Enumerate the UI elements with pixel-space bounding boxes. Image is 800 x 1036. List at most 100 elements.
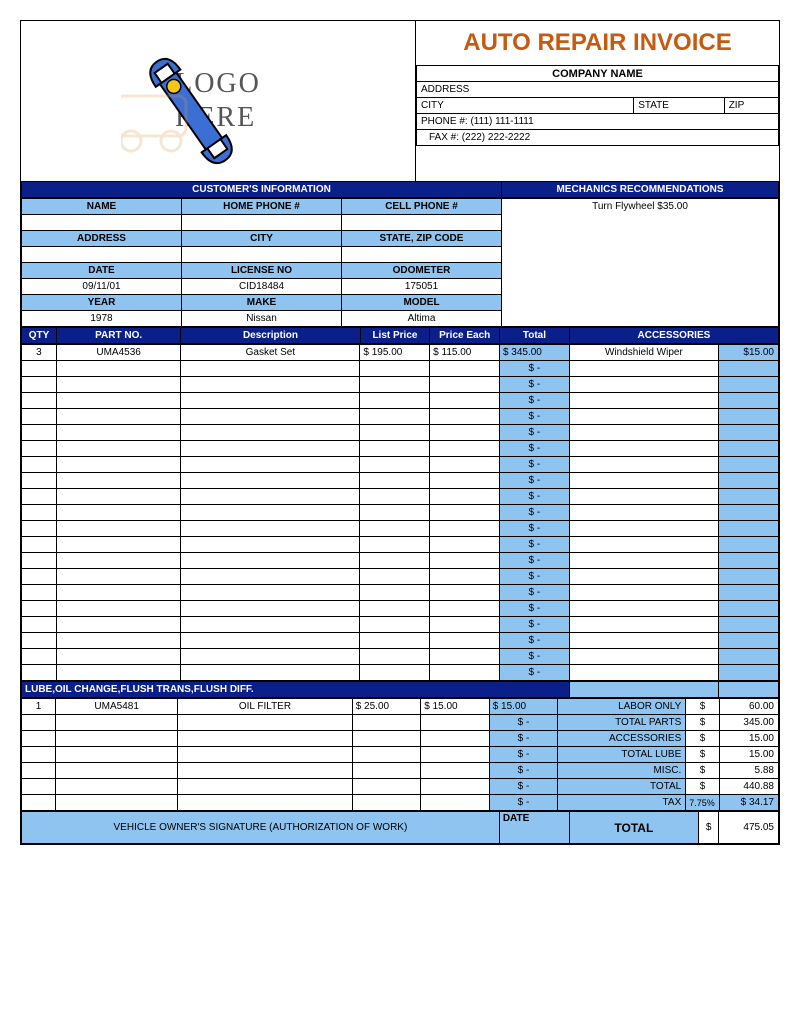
parts-empty-cell[interactable] (22, 505, 57, 521)
parts-empty-cell[interactable] (569, 633, 718, 649)
parts-empty-cell[interactable] (181, 553, 360, 569)
lube-cell[interactable]: $ 15.00 (489, 699, 558, 715)
parts-empty-cell[interactable] (181, 425, 360, 441)
parts-empty-cell[interactable] (22, 457, 57, 473)
parts-empty-cell[interactable] (569, 457, 718, 473)
parts-empty-cell[interactable] (569, 617, 718, 633)
parts-empty-cell[interactable] (719, 457, 779, 473)
lube-cell[interactable]: $ - (489, 731, 558, 747)
parts-empty-cell[interactable] (360, 617, 430, 633)
parts-empty-cell[interactable] (569, 649, 718, 665)
parts-empty-cell[interactable]: $ - (499, 393, 569, 409)
parts-empty-cell[interactable] (430, 441, 500, 457)
parts-empty-cell[interactable] (719, 633, 779, 649)
name-val[interactable] (22, 215, 182, 231)
parts-empty-cell[interactable]: $ - (499, 617, 569, 633)
lube-cell[interactable]: $ - (489, 747, 558, 763)
parts-empty-cell[interactable] (430, 665, 500, 681)
parts-empty-cell[interactable] (719, 393, 779, 409)
parts-empty-cell[interactable]: $ - (499, 505, 569, 521)
lube-cell[interactable] (22, 715, 56, 731)
parts-empty-cell[interactable] (569, 537, 718, 553)
parts-empty-cell[interactable] (430, 361, 500, 377)
parts-empty-cell[interactable] (56, 649, 181, 665)
parts-empty-cell[interactable] (719, 409, 779, 425)
parts-empty-cell[interactable] (22, 521, 57, 537)
parts-empty-cell[interactable]: $ - (499, 377, 569, 393)
parts-empty-cell[interactable] (430, 569, 500, 585)
parts-empty-cell[interactable] (569, 441, 718, 457)
parts-empty-cell[interactable]: $ - (499, 425, 569, 441)
parts-empty-cell[interactable] (22, 665, 57, 681)
lube-cell[interactable] (421, 731, 490, 747)
lube-cell[interactable] (22, 731, 56, 747)
parts-empty-cell[interactable] (719, 361, 779, 377)
parts-empty-cell[interactable] (56, 569, 181, 585)
parts-empty-cell[interactable]: $ - (499, 521, 569, 537)
parts-empty-cell[interactable] (430, 521, 500, 537)
parts-empty-cell[interactable] (360, 441, 430, 457)
lube-cell[interactable] (56, 731, 178, 747)
lube-cell[interactable] (352, 779, 421, 795)
parts-empty-cell[interactable]: $ - (499, 601, 569, 617)
parts-empty-cell[interactable]: $ - (499, 441, 569, 457)
parts-row-cell[interactable]: Windshield Wiper (569, 345, 718, 361)
parts-empty-cell[interactable] (56, 505, 181, 521)
parts-empty-cell[interactable] (181, 521, 360, 537)
parts-empty-cell[interactable]: $ - (499, 409, 569, 425)
parts-empty-cell[interactable] (181, 585, 360, 601)
parts-empty-cell[interactable] (430, 425, 500, 441)
parts-empty-cell[interactable] (360, 505, 430, 521)
parts-empty-cell[interactable] (22, 601, 57, 617)
parts-empty-cell[interactable] (22, 425, 57, 441)
parts-row-cell[interactable]: $ 345.00 (499, 345, 569, 361)
parts-empty-cell[interactable] (56, 425, 181, 441)
parts-empty-cell[interactable] (56, 601, 181, 617)
signature-label[interactable]: VEHICLE OWNER'S SIGNATURE (AUTHORIZATION… (22, 812, 500, 844)
parts-empty-cell[interactable] (22, 649, 57, 665)
lube-cell[interactable]: OIL FILTER (178, 699, 353, 715)
parts-empty-cell[interactable] (719, 553, 779, 569)
parts-empty-cell[interactable] (719, 537, 779, 553)
parts-empty-cell[interactable] (181, 441, 360, 457)
lube-cell[interactable]: $ - (489, 715, 558, 731)
parts-empty-cell[interactable] (56, 361, 181, 377)
lube-cell[interactable]: 1 (22, 699, 56, 715)
lube-cell[interactable] (178, 747, 353, 763)
parts-empty-cell[interactable]: $ - (499, 649, 569, 665)
parts-empty-cell[interactable] (22, 585, 57, 601)
parts-empty-cell[interactable] (181, 569, 360, 585)
parts-empty-cell[interactable] (719, 585, 779, 601)
parts-empty-cell[interactable] (22, 553, 57, 569)
parts-empty-cell[interactable] (569, 585, 718, 601)
lube-cell[interactable]: $ - (489, 779, 558, 795)
parts-empty-cell[interactable] (360, 537, 430, 553)
parts-empty-cell[interactable] (181, 393, 360, 409)
parts-empty-cell[interactable] (181, 505, 360, 521)
lube-cell[interactable] (178, 763, 353, 779)
parts-empty-cell[interactable] (430, 553, 500, 569)
parts-empty-cell[interactable] (719, 521, 779, 537)
parts-empty-cell[interactable] (360, 393, 430, 409)
parts-empty-cell[interactable] (56, 473, 181, 489)
lube-cell[interactable] (421, 779, 490, 795)
parts-empty-cell[interactable] (719, 601, 779, 617)
lube-cell[interactable] (421, 715, 490, 731)
parts-empty-cell[interactable] (430, 601, 500, 617)
parts-empty-cell[interactable] (181, 489, 360, 505)
statezip-val[interactable] (342, 247, 502, 263)
parts-empty-cell[interactable] (360, 425, 430, 441)
parts-empty-cell[interactable]: $ - (499, 569, 569, 585)
parts-empty-cell[interactable] (22, 473, 57, 489)
parts-empty-cell[interactable]: $ - (499, 553, 569, 569)
homephone-val[interactable] (182, 215, 342, 231)
parts-empty-cell[interactable] (360, 649, 430, 665)
parts-empty-cell[interactable] (430, 393, 500, 409)
odometer-val[interactable]: 175051 (342, 279, 502, 295)
model-val[interactable]: Altima (342, 311, 502, 327)
parts-empty-cell[interactable]: $ - (499, 665, 569, 681)
parts-empty-cell[interactable]: $ - (499, 473, 569, 489)
parts-empty-cell[interactable] (360, 601, 430, 617)
parts-empty-cell[interactable] (181, 473, 360, 489)
lube-cell[interactable]: $ 15.00 (421, 699, 490, 715)
